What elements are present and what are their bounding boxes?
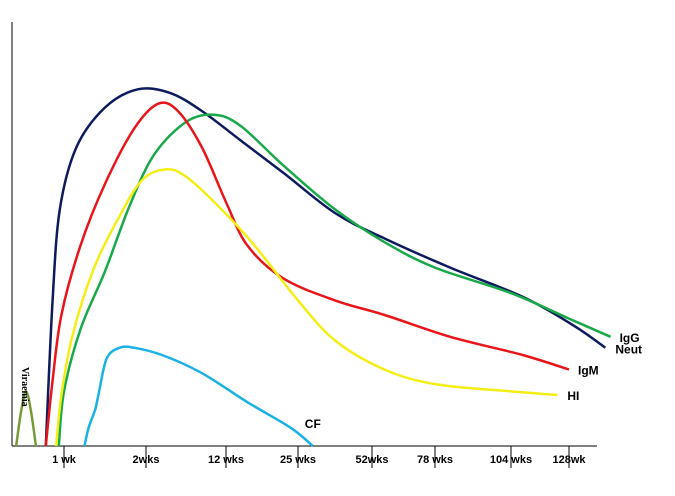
x-tick-label: 25 wks: [280, 454, 316, 466]
x-tick-label: 104 wks: [490, 454, 532, 466]
x-tick-label: 52wks: [355, 454, 388, 466]
series-label-igg: IgG: [620, 331, 640, 345]
series-line-viraemia: [14, 390, 38, 447]
x-tick-label: 128wk: [552, 454, 586, 466]
x-tick-label: 12 wks: [208, 454, 244, 466]
series-line-igm: [44, 101, 570, 447]
series-label-cf: CF: [305, 417, 321, 431]
x-tick-label: 78 wks: [417, 454, 453, 466]
x-ticks: 1 wk 2wks 12 wks 25 wks 52wks 78 wks 104 wks 12…: [52, 446, 586, 468]
series-label-igm: IgM: [578, 364, 599, 378]
series-layer: [14, 87, 612, 447]
x-tick-label: 1 wk: [52, 454, 77, 466]
series-line-igg: [57, 113, 612, 447]
x-tick-label: 2wks: [133, 454, 160, 466]
series-line-hi: [54, 168, 558, 447]
series-line-cf: [83, 345, 314, 447]
series-label-neut: Neut: [615, 343, 642, 357]
series-label-viraemia: Viraemia: [19, 367, 30, 407]
series-label-hi: HI: [567, 389, 579, 403]
